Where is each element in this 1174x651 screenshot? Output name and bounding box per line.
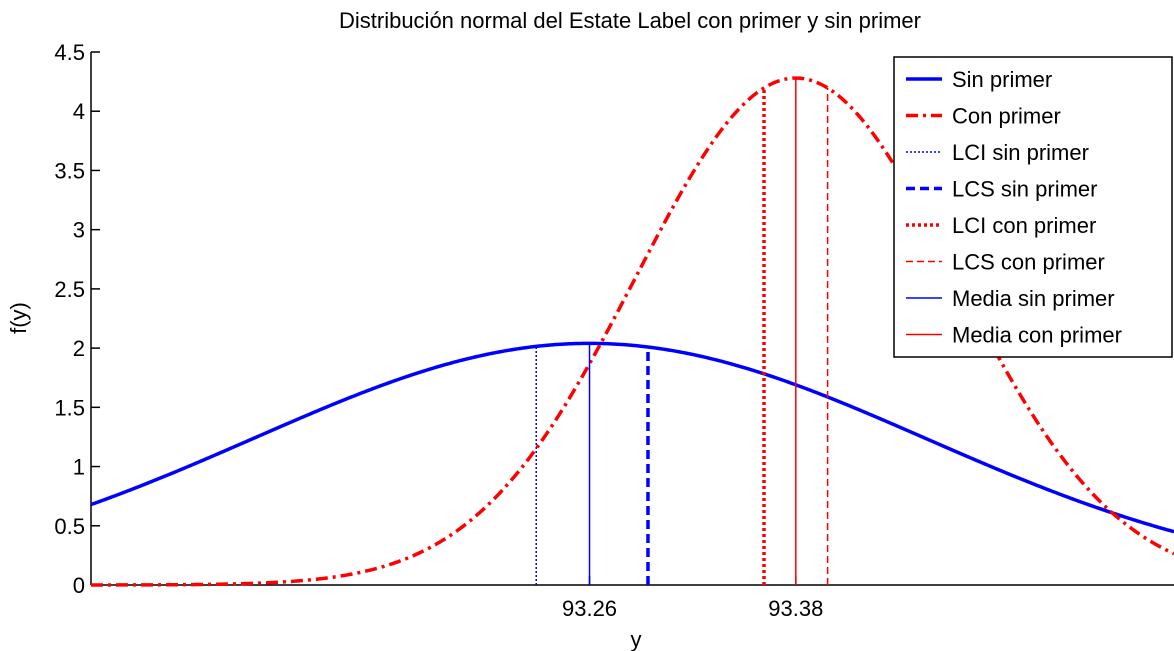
series-line-con-primer: [91, 76, 1174, 587]
y-tick-label: 3.5: [54, 158, 85, 183]
legend-entry-label: Media sin primer: [952, 286, 1115, 311]
y-tick-label: 1.5: [54, 395, 85, 420]
x-axis-label: y: [631, 627, 642, 651]
legend-entry-label: LCI sin primer: [952, 140, 1089, 165]
legend: Sin primer Con primer LCI sin primer LCS si…: [893, 56, 1173, 358]
y-tick-label: 0.5: [54, 514, 85, 539]
y-tick-label: 2: [73, 336, 85, 361]
y-tick-label: 3: [73, 218, 85, 243]
y-tick-label: 4: [73, 99, 85, 124]
legend-entry-label: LCS con primer: [952, 250, 1105, 275]
x-tick-label: 93.26: [562, 596, 617, 621]
legend-entry-label: Con primer: [952, 104, 1061, 129]
y-tick-label: 1: [73, 455, 85, 480]
y-tick-label: 2.5: [54, 277, 85, 302]
chart-title: Distribución normal del Estate Label con…: [339, 8, 921, 33]
legend-entry-label: LCS sin primer: [952, 177, 1097, 202]
y-tick-label: 0: [73, 573, 85, 598]
x-tick-label: 93.38: [768, 596, 823, 621]
series-line-sin-primer: [90, 341, 1174, 534]
legend-entry-label: LCI con primer: [952, 213, 1096, 238]
y-axis-label: f(y): [6, 302, 31, 334]
legend-entry-label: Media con primer: [952, 323, 1122, 348]
legend-entry-label: Sin primer: [952, 67, 1052, 92]
y-tick-label: 4.5: [54, 40, 85, 65]
legend-box: [893, 56, 1173, 358]
plot-area: 0 0.5 1 1.5 2 2.5 3 3.5 4 4.5 93.26 93.38: [54, 40, 1174, 621]
